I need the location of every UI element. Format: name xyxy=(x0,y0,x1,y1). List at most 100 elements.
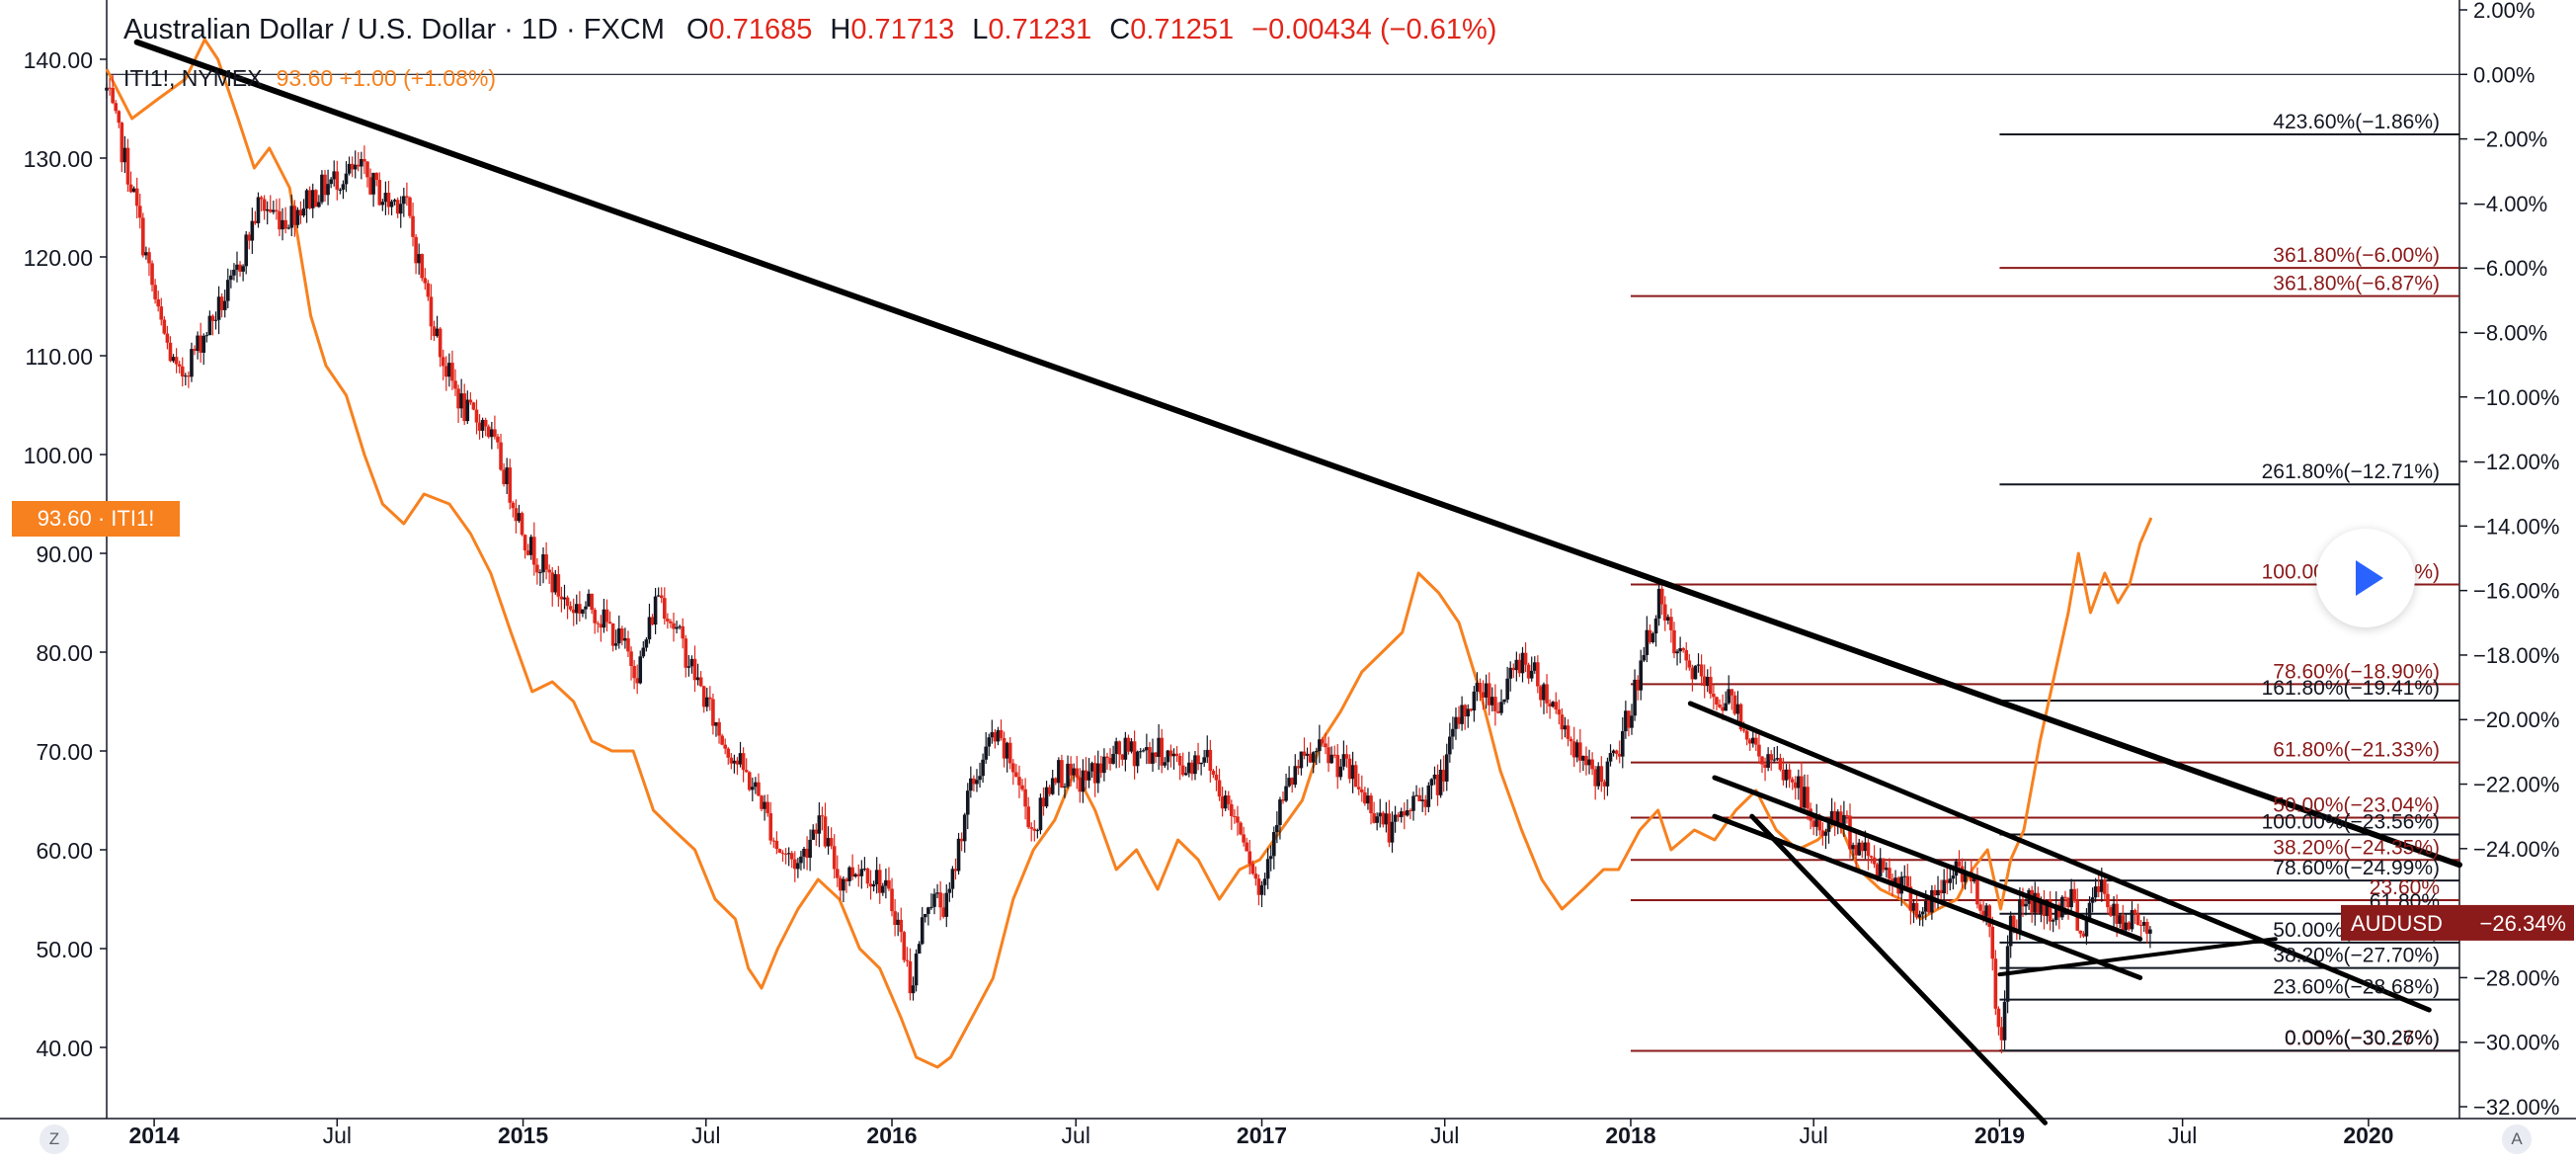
audusd-candle-body xyxy=(1268,856,1273,860)
audusd-candle-body xyxy=(1996,1008,2001,1028)
audusd-candle-body xyxy=(1920,911,1925,915)
audusd-candle-body xyxy=(938,892,942,908)
fib-level-label: 78.60%(−18.90%) xyxy=(2273,660,2440,683)
audusd-candle-body xyxy=(623,637,627,641)
overlay-legend[interactable]: ITI1!, NYMEX 93.60 +1.00 (+1.08%) xyxy=(123,65,496,92)
iti1-price-tag xyxy=(12,501,180,537)
audusd-candle-body xyxy=(1417,794,1421,801)
audusd-candle-body xyxy=(120,123,124,163)
audusd-candle-body xyxy=(1605,761,1610,787)
audusd-candle-body xyxy=(544,554,548,570)
audusd-candle-body xyxy=(499,442,503,470)
audusd-candle-body xyxy=(1662,604,1667,621)
audusd-candle-body xyxy=(1803,787,1807,808)
audusd-candle-body xyxy=(2057,904,2061,918)
audusd-candle-body xyxy=(1208,749,1213,772)
audusd-candle-body xyxy=(1414,794,1418,796)
audusd-candle-body xyxy=(365,161,369,178)
audusd-candle-body xyxy=(1608,753,1613,762)
audusd-candle-body xyxy=(2133,910,2137,914)
audusd-candle-body xyxy=(862,868,867,870)
audusd-candle-body xyxy=(207,315,212,336)
audusd-candle-body xyxy=(1242,834,1246,843)
audusd-candle-body xyxy=(681,625,685,639)
fib-level-label: 23.60%(−28.68%) xyxy=(2273,976,2440,999)
audusd-candle-body xyxy=(1108,758,1112,764)
audusd-candle-body xyxy=(1999,1027,2004,1040)
audusd-candle-body xyxy=(496,436,500,443)
audusd-candle-body xyxy=(744,770,749,773)
audusd-candle-body xyxy=(1190,762,1194,775)
audusd-candle-body xyxy=(1002,737,1006,759)
fib-level-label: 23.60% xyxy=(2370,876,2440,899)
audusd-candle-body xyxy=(950,869,955,889)
timezone-button[interactable]: Z xyxy=(40,1124,69,1154)
audusd-candle-body xyxy=(629,651,633,667)
audusd-candle-body xyxy=(1311,752,1316,763)
audusd-candle-body xyxy=(1984,905,1988,917)
right-tick-label: −18.00% xyxy=(2473,643,2559,668)
audusd-candle-body xyxy=(196,335,200,352)
fib-level-label: 38.20%(−27.70%) xyxy=(2273,945,2440,967)
auto-scale-button[interactable]: A xyxy=(2502,1124,2532,1154)
audusd-candle-body xyxy=(256,197,261,223)
audusd-candle-body xyxy=(1672,629,1676,654)
audusd-candle-body xyxy=(1081,770,1086,792)
audusd-candle-body xyxy=(108,87,112,89)
audusd-candle-body xyxy=(1050,778,1055,794)
audusd-candle-body xyxy=(2121,915,2126,931)
right-tick-label: 0.00% xyxy=(2473,62,2535,87)
audusd-candle-body xyxy=(1078,777,1083,792)
audusd-candle-body xyxy=(383,193,388,203)
audusd-candle-body xyxy=(438,328,443,358)
symbol-title[interactable]: Australian Dollar / U.S. Dollar · 1D · F… xyxy=(123,14,665,45)
audusd-candle-body xyxy=(508,467,513,503)
audusd-candle-body xyxy=(1902,875,1907,877)
audusd-candle-body xyxy=(1396,814,1401,817)
audusd-candle-body xyxy=(896,919,900,926)
audusd-candle-body xyxy=(2072,888,2076,901)
audusd-candle-body xyxy=(225,280,230,301)
audusd-candle-body xyxy=(1848,815,1852,850)
audusd-candle-body xyxy=(1250,864,1255,874)
audusd-candle-body xyxy=(953,869,958,872)
audusd-candle-body xyxy=(278,210,282,230)
fib-level-label: 0.00%(−30.27%) xyxy=(2285,1028,2440,1050)
audusd-candle-body xyxy=(1344,754,1349,759)
audusd-candle-body xyxy=(865,868,870,884)
x-tick-label: 2018 xyxy=(1605,1123,1655,1148)
audusd-candle-body xyxy=(1005,742,1009,759)
audusd-candle-body xyxy=(1029,827,1034,829)
audusd-candle-body xyxy=(317,202,321,208)
audusd-candle-body xyxy=(1508,667,1513,679)
iti1-price-tag-text: 93.60 · ITI1! xyxy=(38,506,155,531)
audusd-candle-body xyxy=(1141,750,1146,752)
audusd-candle-body xyxy=(1653,618,1658,634)
audusd-candle-body xyxy=(1936,889,1940,896)
audusd-candle-body xyxy=(268,208,273,212)
close-value: 0.71251 xyxy=(1130,14,1235,45)
audusd-candle-body xyxy=(653,596,658,625)
audusd-candle-body xyxy=(2011,915,2016,931)
audusd-candle-body xyxy=(1135,751,1140,767)
audusd-candle-body xyxy=(1639,660,1644,691)
audusd-candle-body xyxy=(1356,787,1361,790)
audusd-candle-body xyxy=(1574,742,1579,758)
audusd-candle-body xyxy=(1066,763,1070,787)
play-button[interactable] xyxy=(2316,529,2415,627)
audusd-candle-body xyxy=(1271,832,1276,857)
audusd-candle-body xyxy=(902,932,907,960)
audusd-candle-body xyxy=(147,252,151,264)
audusd-candle-body xyxy=(1478,683,1483,693)
audusd-candle-body xyxy=(374,172,378,181)
audusd-candle-body xyxy=(450,363,454,381)
audusd-candle-body xyxy=(447,363,451,377)
audusd-candle-body xyxy=(1384,813,1389,825)
audusd-candle-body xyxy=(783,854,788,856)
audusd-candle-body xyxy=(402,196,406,205)
audusd-candle-body xyxy=(1114,741,1118,754)
audusd-candle-body xyxy=(1484,683,1489,698)
fib-level-label: 78.60%(−24.99%) xyxy=(2273,857,2440,879)
audusd-candle-body xyxy=(1772,759,1777,761)
